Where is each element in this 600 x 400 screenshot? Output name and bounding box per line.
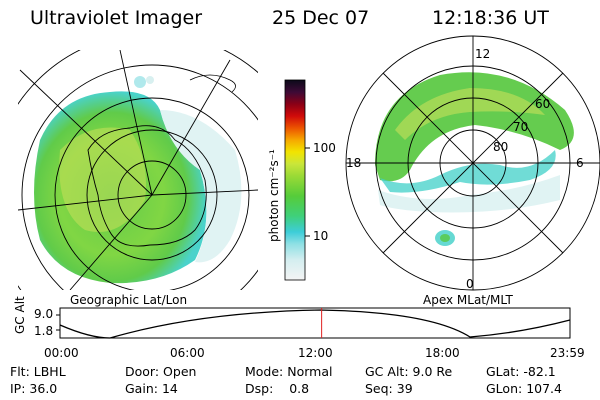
instrument-title: Ultraviolet Imager bbox=[30, 7, 203, 29]
glon-field: GLon: 107.4 bbox=[486, 381, 562, 396]
altitude-ytick-high: 9.0 bbox=[34, 307, 54, 321]
gain-label: Gain: bbox=[125, 381, 158, 396]
door-label: Door: bbox=[125, 364, 160, 379]
mlat-label-80: 80 bbox=[493, 140, 509, 154]
mlt-label-6: 6 bbox=[576, 156, 584, 170]
mlat-outer-circle bbox=[345, 35, 600, 291]
gcalt-field: GC Alt: 9.0 Re bbox=[365, 364, 453, 379]
glat-field: GLat: -82.1 bbox=[486, 364, 556, 379]
seq-field: Seq: 39 bbox=[365, 381, 413, 396]
time-tick-1200: 12:00 bbox=[298, 346, 333, 360]
colorbar-gradient bbox=[284, 79, 306, 281]
mlt-label-18: 18 bbox=[346, 156, 362, 170]
dsp-field: Dsp: 0.8 bbox=[245, 381, 310, 396]
glon-value: 107.4 bbox=[526, 381, 562, 396]
altitude-curve bbox=[59, 309, 571, 339]
time-tick-0600: 06:00 bbox=[170, 346, 205, 360]
ip-value: 36.0 bbox=[29, 381, 58, 396]
filter-label: Flt: bbox=[10, 364, 30, 379]
altitude-ylabel: GC Alt bbox=[13, 296, 27, 334]
door-value: Open bbox=[163, 364, 197, 379]
seq-value: 39 bbox=[396, 381, 413, 396]
mlt-label-12: 12 bbox=[475, 47, 491, 61]
left-aurora-bright bbox=[59, 127, 146, 232]
glon-label: GLon: bbox=[486, 381, 523, 396]
mlat-label-60: 60 bbox=[535, 97, 551, 111]
right-aurora-oval bbox=[375, 72, 574, 182]
glat-label: GLat: bbox=[486, 364, 520, 379]
image-time: 12:18:36 UT bbox=[432, 7, 549, 29]
mode-label: Mode: bbox=[245, 364, 284, 379]
mode-field: Mode: Normal bbox=[245, 364, 333, 379]
filter-field: Flt: LBHL bbox=[10, 364, 66, 379]
left-map-caption: Geographic Lat/Lon bbox=[70, 293, 188, 307]
seq-label: Seq: bbox=[365, 381, 393, 396]
colorbar-label: photon cm⁻²s⁻¹ bbox=[267, 149, 281, 242]
ip-label: IP: bbox=[10, 381, 26, 396]
altitude-ytick-low: 1.8 bbox=[34, 324, 54, 338]
left-aurora-faint-edge bbox=[160, 110, 242, 263]
colorbar-tick-100: 100 bbox=[313, 141, 336, 155]
left-aurora-image bbox=[34, 91, 207, 284]
mode-value: Normal bbox=[287, 364, 333, 379]
gcalt-value: 9.0 Re bbox=[412, 364, 453, 379]
coastline bbox=[87, 125, 207, 247]
ip-field: IP: 36.0 bbox=[10, 381, 58, 396]
dsp-label: Dsp: bbox=[245, 381, 274, 396]
gain-field: Gain: 14 bbox=[125, 381, 178, 396]
image-date: 25 Dec 07 bbox=[272, 7, 370, 29]
time-tick-0000: 00:00 bbox=[44, 346, 79, 360]
mlt-label-0: 0 bbox=[466, 277, 474, 291]
door-field: Door: Open bbox=[125, 364, 197, 379]
filter-value: LBHL bbox=[33, 364, 66, 379]
dsp-value: 0.8 bbox=[289, 381, 310, 396]
time-tick-2359: 23:59 bbox=[550, 346, 585, 360]
colorbar-tick-10: 10 bbox=[313, 229, 329, 243]
gain-value: 14 bbox=[161, 381, 178, 396]
altitude-plot-frame bbox=[59, 307, 571, 339]
gcalt-label: GC Alt: bbox=[365, 364, 409, 379]
time-tick-1800: 18:00 bbox=[425, 346, 460, 360]
mlat-label-70: 70 bbox=[513, 120, 529, 134]
right-map-caption: Apex MLat/MLT bbox=[423, 293, 513, 307]
glat-value: -82.1 bbox=[523, 364, 556, 379]
